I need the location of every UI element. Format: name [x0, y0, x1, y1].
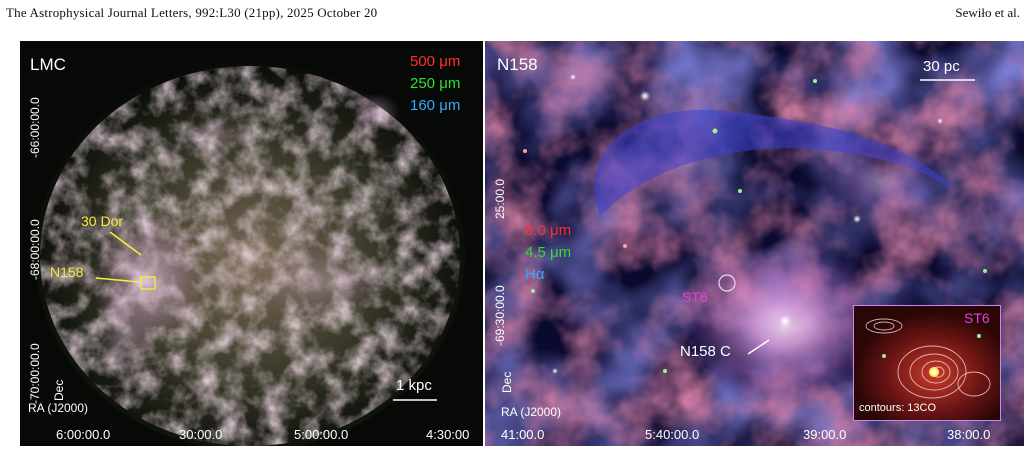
ra-tick-5h: 5:00:00.0 [294, 427, 349, 442]
n158-box [140, 276, 156, 290]
ra-tick-39: 39:00.0 [803, 427, 847, 442]
st6-inset-caption: contours: 13CO [859, 402, 937, 414]
lmc-title: LMC [30, 55, 66, 74]
dec-tick-6930: -69:30:00.0 [493, 285, 507, 346]
dor30-label: 30 Dor [81, 213, 124, 229]
st6-marker [718, 274, 736, 292]
page-header: The Astrophysical Journal Letters, 992:L… [0, 0, 1024, 30]
lmc-image [20, 41, 483, 446]
band-halpha-label: Hα [525, 266, 545, 283]
dec-axis-label: Dec [52, 379, 66, 401]
st6-inset: ST6 contours: 13CO [853, 305, 1001, 421]
band-160-label: 160 μm [410, 97, 461, 114]
ra-tick-430: 4:30:00 [426, 427, 470, 442]
n158c-label: N158 C [680, 343, 731, 360]
ra-tick-38: 38:00.0 [947, 427, 991, 442]
band-4um-label: 4.5 μm [525, 244, 572, 261]
dec-tick-70: -70:00:00.0 [28, 343, 42, 404]
star-field [523, 74, 987, 394]
band-500-label: 500 μm [410, 53, 461, 70]
co-contours [865, 318, 991, 399]
st6-label: ST6 [682, 289, 708, 305]
dec-tick-25: 25:00.0 [493, 178, 507, 219]
n158-title: N158 [497, 55, 538, 74]
band-8um-label: 8.0 μm [525, 222, 572, 239]
ra-tick-6h: 6:00:00.0 [56, 427, 111, 442]
ra-axis-label-right: RA (J2000) [501, 405, 562, 419]
band-250-label: 250 μm [410, 75, 461, 92]
n158-image-panel: N158 30 pc 8.0 μm 4.5 μm Hα ST6 N158 C 2… [485, 41, 1024, 446]
dec-tick-66: -66:00:00.0 [28, 97, 42, 158]
n158c-pointer [747, 339, 770, 355]
dor30-pointer [109, 231, 142, 256]
dec-axis-label-right: Dec [500, 371, 514, 393]
ra-tick-41: 41:00.0 [501, 427, 545, 442]
st6-inset-image [854, 306, 1000, 420]
scale-bar-label: 1 kpc [396, 377, 432, 394]
journal-citation: The Astrophysical Journal Letters, 992:L… [6, 5, 378, 20]
ra-tick-540: 5:40:00.0 [645, 427, 700, 442]
dec-tick-68: -68:00:00.0 [28, 219, 42, 280]
n158-label: N158 [50, 264, 84, 280]
ra-axis-label: RA (J2000) [28, 401, 89, 415]
lmc-image-panel: LMC 500 μm 250 μm 160 μm 30 Dor N158 1 k… [20, 41, 483, 446]
n158-pointer [95, 277, 140, 283]
author-list: Sewiło et al. [955, 5, 1020, 20]
ra-tick-30m: 30:00.0 [179, 427, 223, 442]
scale-bar-30pc-label: 30 pc [923, 58, 960, 75]
st6-inset-title: ST6 [964, 310, 990, 326]
